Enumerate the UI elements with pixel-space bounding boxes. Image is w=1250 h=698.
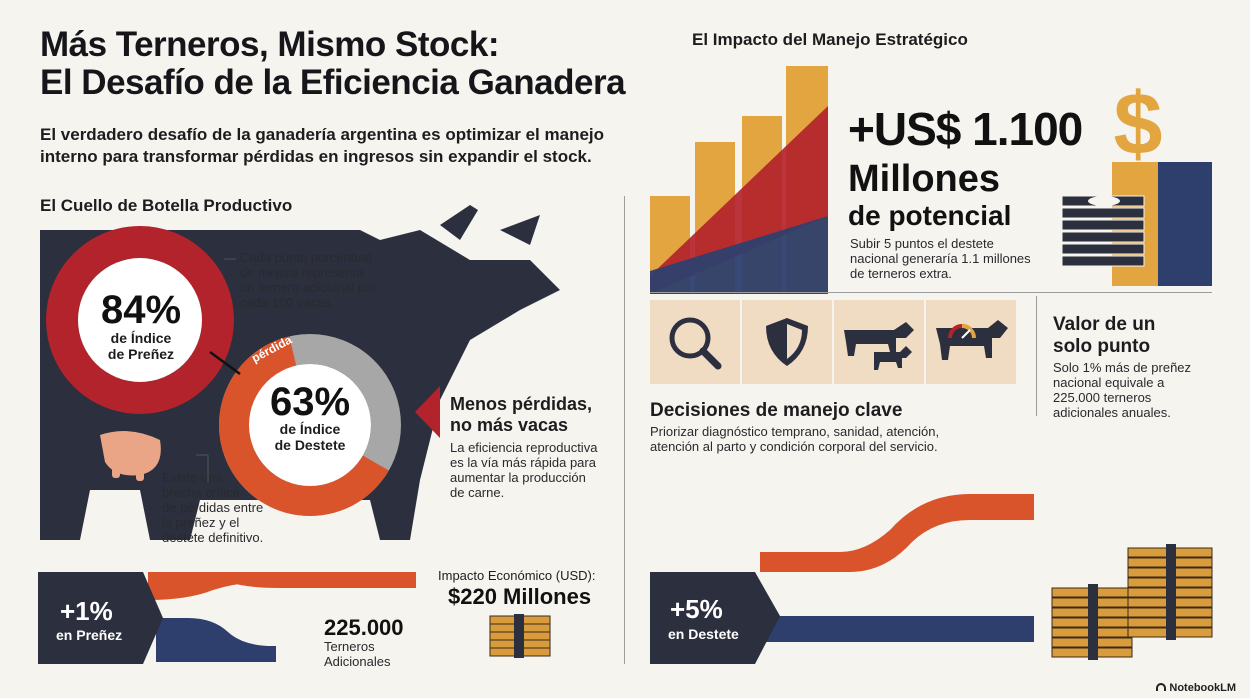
cow-calf-tile [834,300,924,384]
page-subtitle: El verdadero desafío de la ganadería arg… [40,124,640,168]
cow-ear [500,215,540,245]
shield-icon [766,318,808,366]
decisiones-title: Decisiones de manejo clave [650,400,903,421]
menos-title: Menos pérdidas, no más vacas [450,394,592,436]
decisiones-body: Priorizar diagnóstico temprano, sanidad,… [650,424,939,454]
valor-body-line: 225.000 terneros [1053,390,1152,405]
magnifier-tile [650,300,740,384]
decisiones-body-line: Priorizar diagnóstico temprano, sanidad,… [650,424,940,439]
small-vertical-divider [1036,296,1037,416]
note-bottom-line: de pérdidas entre [162,500,264,515]
headline-note-line: de terneros extra. [850,266,952,281]
growth-bars-graphic [650,66,828,294]
destete-label-1: de Índice [279,421,341,437]
destete-donut-arc [219,334,401,516]
magnifier-icon [669,317,722,370]
menos-title-2: no más vacas [450,415,569,435]
menos-body-line: La eficiencia reproductiva [450,440,598,455]
terneros-label-1: Terneros [324,639,375,654]
connector-line [209,350,241,376]
valor-title: Valor de un solo punto [1053,314,1155,358]
impacto-label: Impacto Económico (USD): [438,568,596,583]
brand-logo: NotebookLM [1156,682,1236,694]
money-stack-icon [489,614,551,658]
valor-body-line: nacional equivale a [1053,375,1165,390]
vertical-divider [624,196,625,664]
cow-gauge-tile [926,300,1016,384]
prenez-flow-graphic [38,572,416,664]
valor-body-line: Solo 1% más de preñez [1053,360,1192,375]
menos-body-line: es la vía más rápida para [450,455,596,470]
note-bottom-line: brecha crítica [162,485,241,500]
headline-value: +US$ 1.100 [848,103,1083,155]
note-top-line: un ternero adicional por [240,280,377,295]
headline-unit: Millones [848,158,1001,200]
headline-note-line: nacional generaría 1.1 millones [850,251,1031,266]
prenez-donut-track [46,226,234,414]
note-top-line: Cada punto porcentual [240,250,372,265]
destete-donut-center [249,364,371,486]
subtitle-line-2: interno para transformar pérdidas en ing… [40,147,592,166]
dollar-stack-icon: $ [1061,76,1212,286]
bottleneck-illustration [40,205,560,540]
destete-flow-value: +5% [670,594,723,624]
terneros-label: Terneros Adicionales [324,639,391,669]
note-bottom-line: la preñez y el [162,515,240,530]
notebooklm-icon [1156,683,1167,691]
note-bottom: Existe una brecha crítica de pérdidas en… [162,470,292,545]
terneros-label-2: Adicionales [324,654,391,669]
terneros-value: 225.000 [324,615,404,640]
subtitle-line-1: El verdadero desafío de la ganadería arg… [40,125,605,144]
note-top: Cada punto porcentual de mejora represen… [240,250,410,310]
menos-body-line: de carne. [450,485,505,500]
prenez-value: 84% [100,288,182,332]
title-line-1: Más Terneros, Mismo Stock: [40,25,499,64]
cow-condition-gauge-icon [936,320,1008,360]
headline-note: Subir 5 puntos el destete nacional gener… [850,236,1031,281]
svg-text:$: $ [1114,76,1163,173]
section-title-bottleneck: El Cuello de Botella Productivo [40,196,293,215]
decisiones-body-line: atención al parto y condición corporal d… [650,439,938,454]
cow-horn [440,205,478,240]
valor-title-2: solo punto [1053,336,1151,357]
note-top-line: cada 100 vacas. [240,295,335,310]
title-line-2: El Desafío de la Eficiencia Ganadera [40,63,626,102]
destete-value: 63% [269,380,351,424]
big-money-stack-icon [1051,544,1213,660]
prenez-flow-label: en Preñez [56,627,123,643]
note-top-line: de mejora representa [240,265,364,280]
note-bottom-line: Existe una [162,470,223,485]
destete-label: de Índice de Destete [260,421,360,453]
cow-and-calf-icon [844,322,914,370]
prenez-label-1: de Índice [110,330,172,346]
prenez-flow-value: +1% [60,596,113,626]
valor-body-line: adicionales anuales. [1053,405,1171,420]
destete-label-2: de Destete [274,437,346,453]
prenez-label-2: de Preñez [107,346,175,362]
destete-flow-graphic [650,494,1034,664]
horizontal-divider [650,292,1212,293]
section-title-impact: El Impacto del Manejo Estratégico [692,30,968,49]
valor-title-1: Valor de un [1053,314,1156,335]
destete-flow-label: en Destete [668,626,739,642]
menos-body: La eficiencia reproductiva es la vía más… [450,440,615,500]
prenez-label: de Índice de Preñez [96,330,186,362]
shield-tile [742,300,832,384]
note-bottom-line: destete definitivo. [162,530,264,545]
brand-name: NotebookLM [1169,682,1236,694]
headline-suffix: de potencial [848,200,1012,231]
valor-body: Solo 1% más de preñez nacional equivale … [1053,360,1191,420]
menos-body-line: aumentar la producción [450,470,586,485]
page-title: Más Terneros, Mismo Stock: El Desafío de… [40,26,660,102]
impacto-value: $220 Millones [448,584,592,609]
headline-note-line: Subir 5 puntos el destete [850,236,994,251]
left-arrow-icon [415,386,440,438]
prenez-donut-center [78,258,202,382]
menos-title-1: Menos pérdidas, [450,394,593,414]
